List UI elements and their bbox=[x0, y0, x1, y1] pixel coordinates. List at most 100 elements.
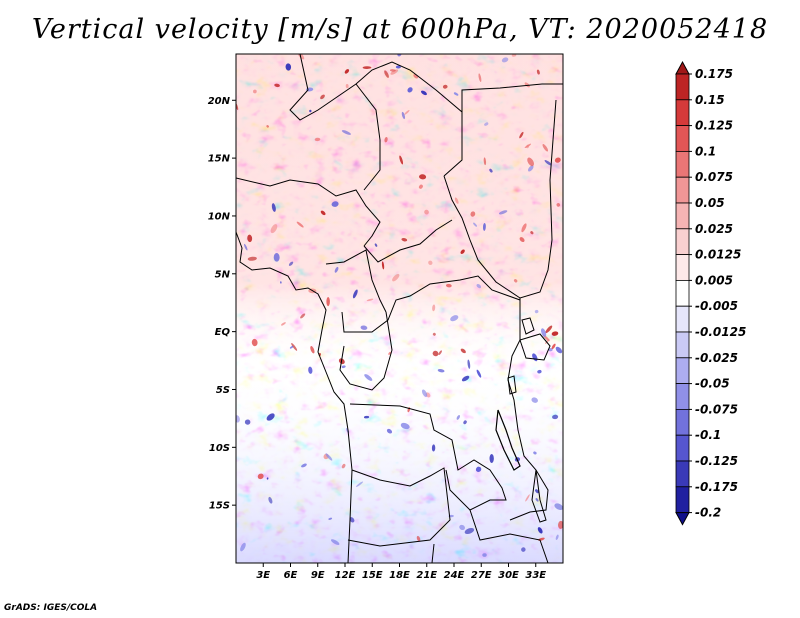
field-speckle bbox=[301, 463, 307, 468]
lat-tick-label: 10N bbox=[208, 211, 231, 222]
lon-tick-label: 3E bbox=[256, 570, 270, 581]
field-speckle bbox=[344, 69, 350, 74]
field-speckle bbox=[349, 517, 355, 523]
field-speckle bbox=[274, 83, 280, 88]
lat-tick-label: EQ bbox=[215, 327, 231, 338]
field-speckle bbox=[482, 553, 487, 557]
field-speckle bbox=[432, 350, 439, 357]
field-speckle bbox=[244, 419, 251, 425]
colorbar-segment bbox=[675, 279, 690, 307]
colorbar-segment bbox=[675, 486, 690, 513]
colorbar-label: 0.175 bbox=[695, 67, 733, 81]
border-sudan bbox=[443, 99, 557, 299]
coastline-west bbox=[236, 231, 353, 563]
border-car bbox=[363, 219, 453, 263]
field-speckle bbox=[555, 346, 563, 354]
border-cameroon bbox=[325, 249, 387, 313]
field-speckle bbox=[297, 54, 305, 60]
field-speckle bbox=[454, 197, 459, 204]
field-speckle bbox=[308, 366, 313, 374]
field-speckle bbox=[525, 494, 530, 502]
field-speckle bbox=[511, 54, 517, 57]
field-speckle bbox=[341, 130, 351, 135]
field-speckle bbox=[556, 203, 561, 207]
field-speckle bbox=[352, 289, 358, 299]
field-speckle bbox=[271, 203, 276, 212]
field-speckle bbox=[289, 345, 294, 349]
field-speckle bbox=[288, 261, 294, 266]
field-speckle bbox=[355, 481, 364, 487]
field-speckle bbox=[366, 298, 374, 302]
colorbar-segment bbox=[675, 99, 690, 127]
field-speckle bbox=[460, 249, 465, 254]
field-speckle bbox=[432, 332, 436, 336]
field-speckle bbox=[482, 222, 486, 231]
field-speckle bbox=[253, 89, 257, 94]
field-speckle bbox=[240, 542, 246, 552]
lake-albert bbox=[521, 317, 535, 335]
field-speckle bbox=[345, 83, 349, 89]
border-congo bbox=[341, 275, 521, 333]
colorbar-bottom-arrow bbox=[675, 512, 690, 526]
colorbar-segment bbox=[675, 331, 690, 359]
colorbar: 0.175 0.15 0.125 0.1 0.075 0.05 0.025 0.0125 0.0… bbox=[675, 60, 746, 526]
lon-tick-label: 30E bbox=[498, 570, 519, 581]
colorbar-segment bbox=[675, 408, 690, 436]
field-speckle bbox=[533, 451, 537, 455]
field-speckle bbox=[544, 160, 552, 166]
colorbar-segment bbox=[675, 150, 690, 178]
field-speckle bbox=[524, 143, 532, 149]
field-speckle bbox=[291, 343, 298, 351]
lon-tick-label: 27E bbox=[471, 570, 492, 581]
field-speckle bbox=[421, 389, 428, 398]
longitude-axis: 3E 6E 9E 12E 15E 18E 21E 24E 27E 30E 33E bbox=[256, 563, 546, 581]
field-speckle bbox=[386, 428, 393, 434]
field-speckle bbox=[463, 420, 467, 425]
lon-tick-label: 18E bbox=[389, 570, 410, 581]
field-speckle bbox=[399, 155, 404, 165]
field-speckle bbox=[364, 374, 373, 381]
field-speckle bbox=[310, 346, 315, 354]
colorbar-label: -0.1 bbox=[695, 428, 721, 442]
colorbar-label: -0.005 bbox=[695, 299, 738, 313]
field-speckle bbox=[498, 210, 508, 215]
lake-tanganyika bbox=[495, 409, 521, 471]
field-speckle bbox=[341, 463, 346, 469]
lon-tick-label: 21E bbox=[416, 570, 437, 581]
field-speckle bbox=[247, 256, 257, 261]
field-speckle bbox=[542, 144, 549, 152]
field-speckle bbox=[279, 281, 282, 284]
lake-malawi bbox=[531, 469, 547, 523]
colorbar-label: 0.15 bbox=[695, 93, 725, 107]
field-speckle bbox=[392, 273, 400, 282]
field-speckle bbox=[424, 209, 429, 215]
colorbar-label: 0.075 bbox=[695, 170, 733, 184]
lon-tick-label: 6E bbox=[284, 570, 298, 581]
field-speckle bbox=[431, 444, 436, 452]
border-zambia bbox=[431, 509, 549, 563]
field-speckle bbox=[281, 322, 286, 326]
field-speckle bbox=[247, 234, 253, 243]
colorbar-label: -0.125 bbox=[695, 454, 738, 468]
field-speckle bbox=[521, 223, 527, 233]
colorbar-segment bbox=[675, 254, 690, 281]
field-speckle bbox=[519, 237, 525, 243]
field-speckle bbox=[244, 243, 248, 251]
credit-text: GrADS: IGES/COLA bbox=[4, 603, 98, 613]
lon-tick-label: 9E bbox=[311, 570, 325, 581]
field-speckle bbox=[530, 231, 534, 235]
field-speckle bbox=[461, 375, 470, 382]
field-speckle bbox=[521, 547, 526, 552]
map-title: Vertical velocity [m/s] at 600hPa, VT: 2… bbox=[31, 14, 769, 45]
field-speckle bbox=[334, 266, 339, 273]
colorbar-label: -0.075 bbox=[695, 402, 738, 416]
field-speckle bbox=[456, 415, 460, 420]
field-speckle bbox=[437, 368, 445, 373]
field-speckle bbox=[476, 283, 482, 289]
lake-victoria bbox=[519, 333, 551, 361]
field-speckle bbox=[420, 90, 427, 96]
field-speckle bbox=[381, 261, 385, 270]
field-speckle bbox=[450, 315, 459, 322]
colorbar-segment bbox=[675, 434, 690, 462]
